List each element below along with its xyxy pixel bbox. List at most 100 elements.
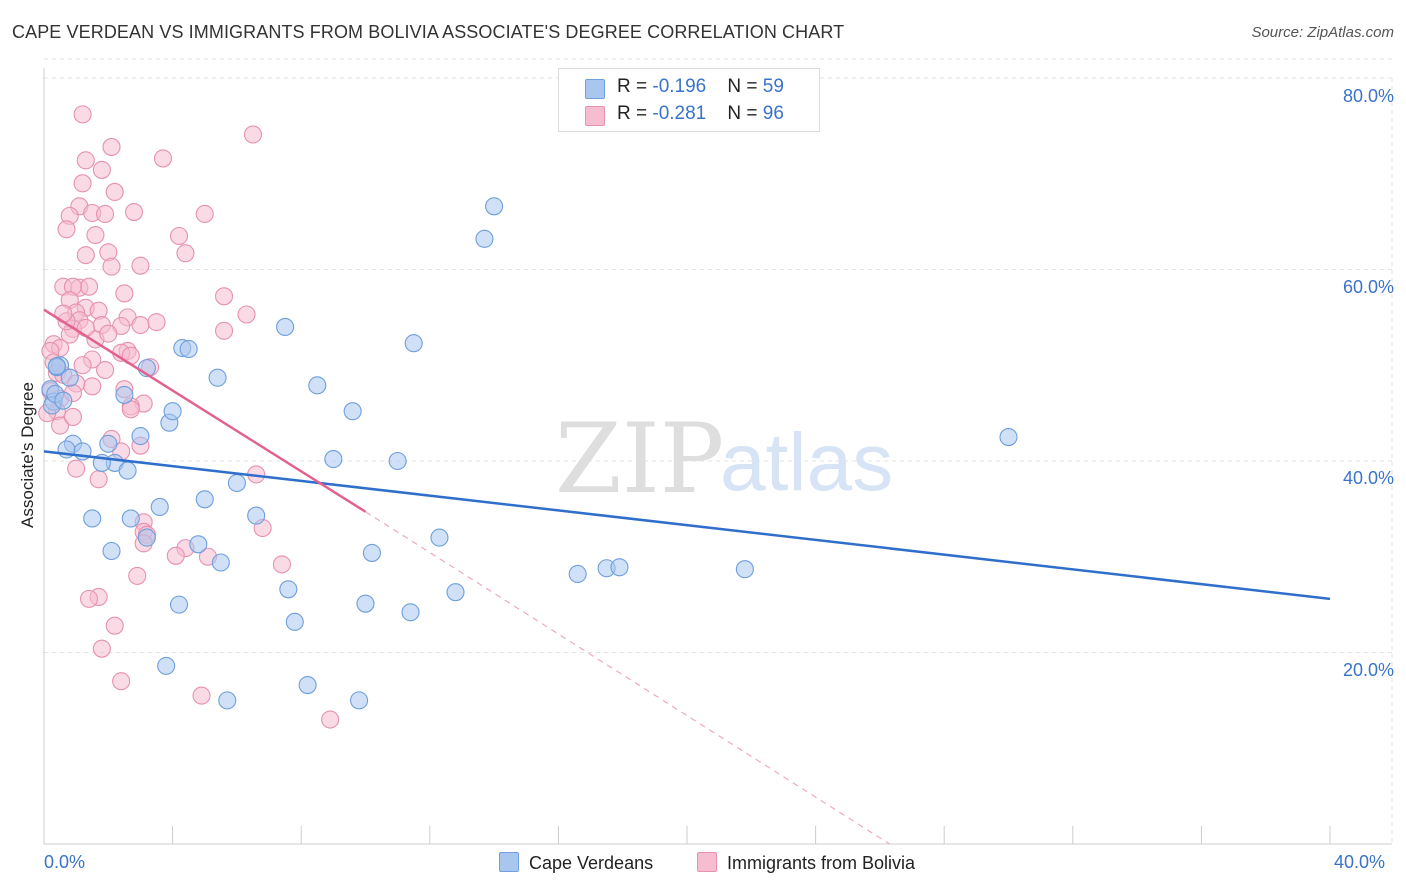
bolivia-point xyxy=(96,204,115,224)
cape-verdean-point xyxy=(121,509,140,528)
bolivia-point xyxy=(89,470,108,489)
bolivia-point xyxy=(112,672,131,691)
source-note: Source: ZipAtlas.com xyxy=(1251,24,1394,41)
bolivia-point xyxy=(79,277,99,296)
bolivia-point xyxy=(73,105,92,124)
bolivia-point xyxy=(79,589,99,608)
points-layer xyxy=(38,105,1018,729)
cape-verdean-point xyxy=(568,564,587,584)
r-value: -0.281 xyxy=(652,103,707,124)
bolivia-point xyxy=(243,125,263,144)
cape-verdean-point xyxy=(102,541,121,561)
cape-verdean-point xyxy=(60,368,79,387)
cape-verdean-point xyxy=(211,553,230,572)
cape-verdean-point xyxy=(99,434,118,453)
bolivia-point xyxy=(214,287,234,306)
cape-verdean-point xyxy=(350,691,369,710)
bolivia-trendline-extension xyxy=(365,511,890,845)
bolivia-point xyxy=(195,204,214,224)
cape-verdean-point xyxy=(218,691,237,710)
bolivia-point xyxy=(73,174,92,193)
cape-verdean-point xyxy=(388,451,407,471)
bolivia-point xyxy=(102,257,121,276)
watermark-zip: ZIP xyxy=(555,403,724,515)
n-label: N = xyxy=(727,103,763,124)
cape-verdean-point xyxy=(475,229,494,248)
bolivia-point xyxy=(128,566,147,585)
legend-label: Cape Verdeans xyxy=(529,853,654,873)
bolivia-point xyxy=(131,315,150,335)
cape-verdean-point xyxy=(137,528,156,547)
cape-verdean-point xyxy=(735,560,754,579)
cape-verdean-point xyxy=(285,612,304,631)
bolivia-point xyxy=(76,246,95,265)
bolivia-point xyxy=(73,356,92,375)
bolivia-point xyxy=(147,313,166,332)
cape-verdean-point xyxy=(115,385,134,404)
bolivia-point xyxy=(105,182,124,201)
legend-label: Immigrants from Bolivia xyxy=(727,853,916,873)
cape-verdean-point xyxy=(169,595,189,614)
bolivia-point xyxy=(176,244,195,263)
bolivia-point xyxy=(214,321,234,340)
bolivia-trendline xyxy=(43,308,367,513)
bolivia-point xyxy=(169,226,189,246)
cape-verdean-point xyxy=(610,558,629,577)
blue-swatch xyxy=(499,852,519,872)
cape-verdean-point xyxy=(157,656,176,675)
y-tick-label: 60.0% xyxy=(1342,277,1394,297)
bolivia-point xyxy=(83,377,102,396)
cape-verdean-point xyxy=(999,428,1018,447)
bolivia-point xyxy=(76,151,95,170)
bolivia-point xyxy=(115,284,134,303)
y-axis-label: Associate's Degree xyxy=(18,382,37,528)
axis-layer xyxy=(43,68,1392,845)
grid-layer xyxy=(44,58,1393,844)
legend-item-cape-verdeans[interactable]: Cape Verdeans xyxy=(499,852,653,874)
legend-item-immigrants-bolivia[interactable]: Immigrants from Bolivia xyxy=(697,852,915,874)
cape-verdean-point xyxy=(247,506,266,525)
bolivia-point xyxy=(96,360,115,380)
cape-verdean-point xyxy=(276,317,295,337)
cape-verdean-point xyxy=(446,583,465,602)
cape-verdean-point xyxy=(179,339,198,359)
x-tick-label-min: 0.0% xyxy=(44,852,86,872)
cape-verdean-point xyxy=(308,376,327,395)
r-label: R = xyxy=(617,103,653,124)
blue-swatch xyxy=(585,79,605,99)
watermark-atlas: atlas xyxy=(720,417,893,508)
cape-verdean-point xyxy=(227,473,246,493)
cape-verdean-point xyxy=(189,535,208,554)
cape-verdean-point xyxy=(401,603,420,622)
cape-verdean-point xyxy=(298,676,317,695)
n-value: 96 xyxy=(762,103,784,124)
bolivia-point xyxy=(131,256,150,275)
bolivia-point xyxy=(51,416,70,435)
bolivia-point xyxy=(166,546,185,565)
bolivia-point xyxy=(153,149,173,168)
bolivia-point xyxy=(102,137,121,156)
bolivia-point xyxy=(57,220,76,239)
watermark: ZIP atlas xyxy=(555,403,893,515)
bolivia-point xyxy=(124,203,144,222)
bolivia-point xyxy=(105,616,124,635)
r-value: -0.196 xyxy=(652,76,707,97)
cape-verdean-point xyxy=(118,461,137,480)
cape-verdean-point xyxy=(54,391,73,410)
cape-verdean-point xyxy=(131,427,150,446)
cape-verdean-point xyxy=(208,368,227,387)
cape-verdean-point xyxy=(163,402,182,421)
cape-verdean-point xyxy=(404,334,423,353)
stats-legend: R = -0.196 N = 59 R = -0.281 N = 96 xyxy=(558,68,820,132)
y-tick-label: 80.0% xyxy=(1342,86,1394,106)
n-label: N = xyxy=(727,76,763,97)
r-label: R = xyxy=(617,76,653,97)
cape-verdean-point xyxy=(485,197,504,216)
cape-verdean-point xyxy=(47,357,66,376)
bolivia-point xyxy=(92,160,111,179)
trend-layer xyxy=(43,308,1331,845)
bolivia-point xyxy=(272,555,291,574)
chart-title: CAPE VERDEAN VS IMMIGRANTS FROM BOLIVIA … xyxy=(12,22,845,42)
pink-swatch xyxy=(585,106,605,126)
